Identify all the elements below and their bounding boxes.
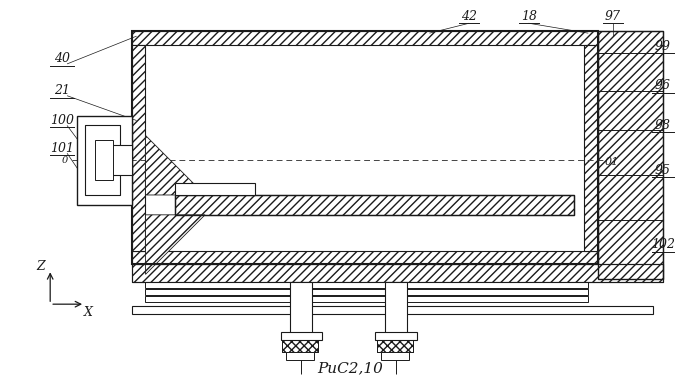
- Polygon shape: [145, 136, 205, 195]
- Polygon shape: [145, 215, 205, 274]
- Bar: [131, 306, 653, 314]
- Text: 97: 97: [605, 10, 621, 23]
- Bar: [282, 340, 318, 352]
- Bar: [145, 289, 589, 295]
- Text: 40: 40: [54, 52, 70, 65]
- Bar: [282, 340, 318, 352]
- Bar: [384, 282, 407, 337]
- Text: 95: 95: [655, 164, 671, 177]
- Text: 102: 102: [651, 238, 675, 251]
- Text: 18: 18: [521, 10, 537, 23]
- Bar: [375, 332, 417, 340]
- Bar: [145, 306, 589, 312]
- Bar: [598, 31, 663, 279]
- Bar: [377, 340, 412, 352]
- Bar: [287, 352, 315, 360]
- Bar: [175, 195, 575, 215]
- Text: 21: 21: [54, 84, 70, 97]
- Bar: [85, 126, 120, 195]
- Bar: [131, 45, 145, 250]
- Bar: [131, 31, 598, 45]
- Text: X: X: [83, 306, 92, 319]
- Bar: [598, 31, 663, 279]
- Bar: [290, 282, 312, 337]
- Bar: [85, 126, 120, 195]
- Text: 01: 01: [605, 157, 619, 167]
- Text: РиС2,10: РиС2,10: [317, 362, 383, 376]
- Bar: [131, 31, 598, 265]
- Bar: [584, 45, 598, 250]
- Bar: [131, 265, 663, 282]
- Bar: [175, 195, 575, 215]
- Bar: [131, 265, 663, 282]
- Text: 96: 96: [655, 79, 671, 92]
- Bar: [131, 250, 598, 265]
- Bar: [145, 282, 589, 288]
- Text: 100: 100: [50, 114, 74, 127]
- Bar: [377, 340, 412, 352]
- Text: Z: Z: [36, 260, 45, 273]
- Bar: [381, 352, 409, 360]
- Bar: [112, 145, 131, 175]
- Bar: [95, 141, 113, 180]
- Text: 0: 0: [62, 156, 69, 165]
- Text: 99: 99: [655, 39, 671, 52]
- Text: 101: 101: [50, 142, 74, 155]
- Bar: [145, 296, 589, 302]
- Bar: [280, 332, 322, 340]
- Text: 98: 98: [655, 119, 671, 132]
- Bar: [175, 183, 254, 195]
- Bar: [77, 116, 131, 205]
- Text: 42: 42: [461, 10, 477, 23]
